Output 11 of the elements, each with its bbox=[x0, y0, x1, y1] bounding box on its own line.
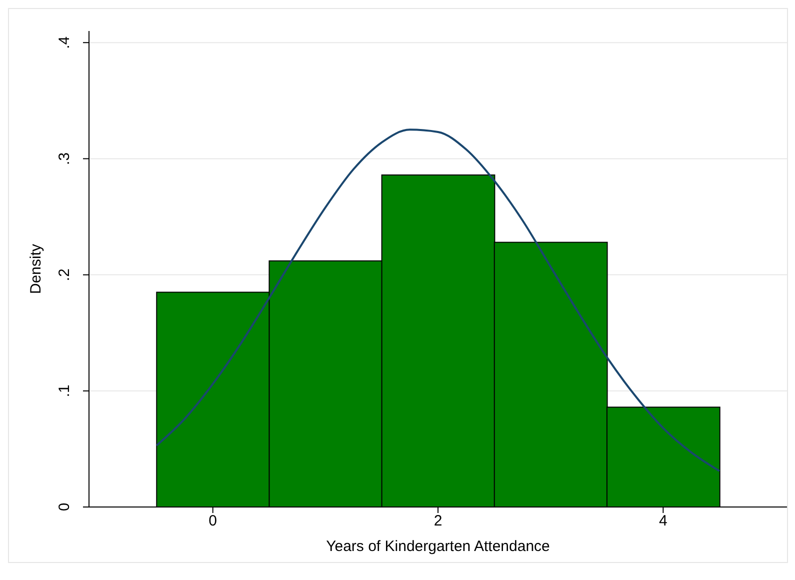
x-tick-label: 2 bbox=[434, 512, 442, 530]
x-axis-title: Years of Kindergarten Attendance bbox=[326, 538, 550, 555]
y-tick-label: .3 bbox=[56, 152, 73, 165]
y-tick-label: .1 bbox=[56, 384, 73, 398]
y-tick-label: 0 bbox=[56, 502, 73, 512]
x-tick-label: 0 bbox=[208, 512, 218, 530]
line-series bbox=[156, 128, 720, 472]
y-axis-title: Density bbox=[27, 244, 44, 294]
y-tick-label: .4 bbox=[56, 36, 73, 49]
x-tick-label: 4 bbox=[658, 512, 668, 530]
y-tick-label: .2 bbox=[56, 268, 73, 282]
